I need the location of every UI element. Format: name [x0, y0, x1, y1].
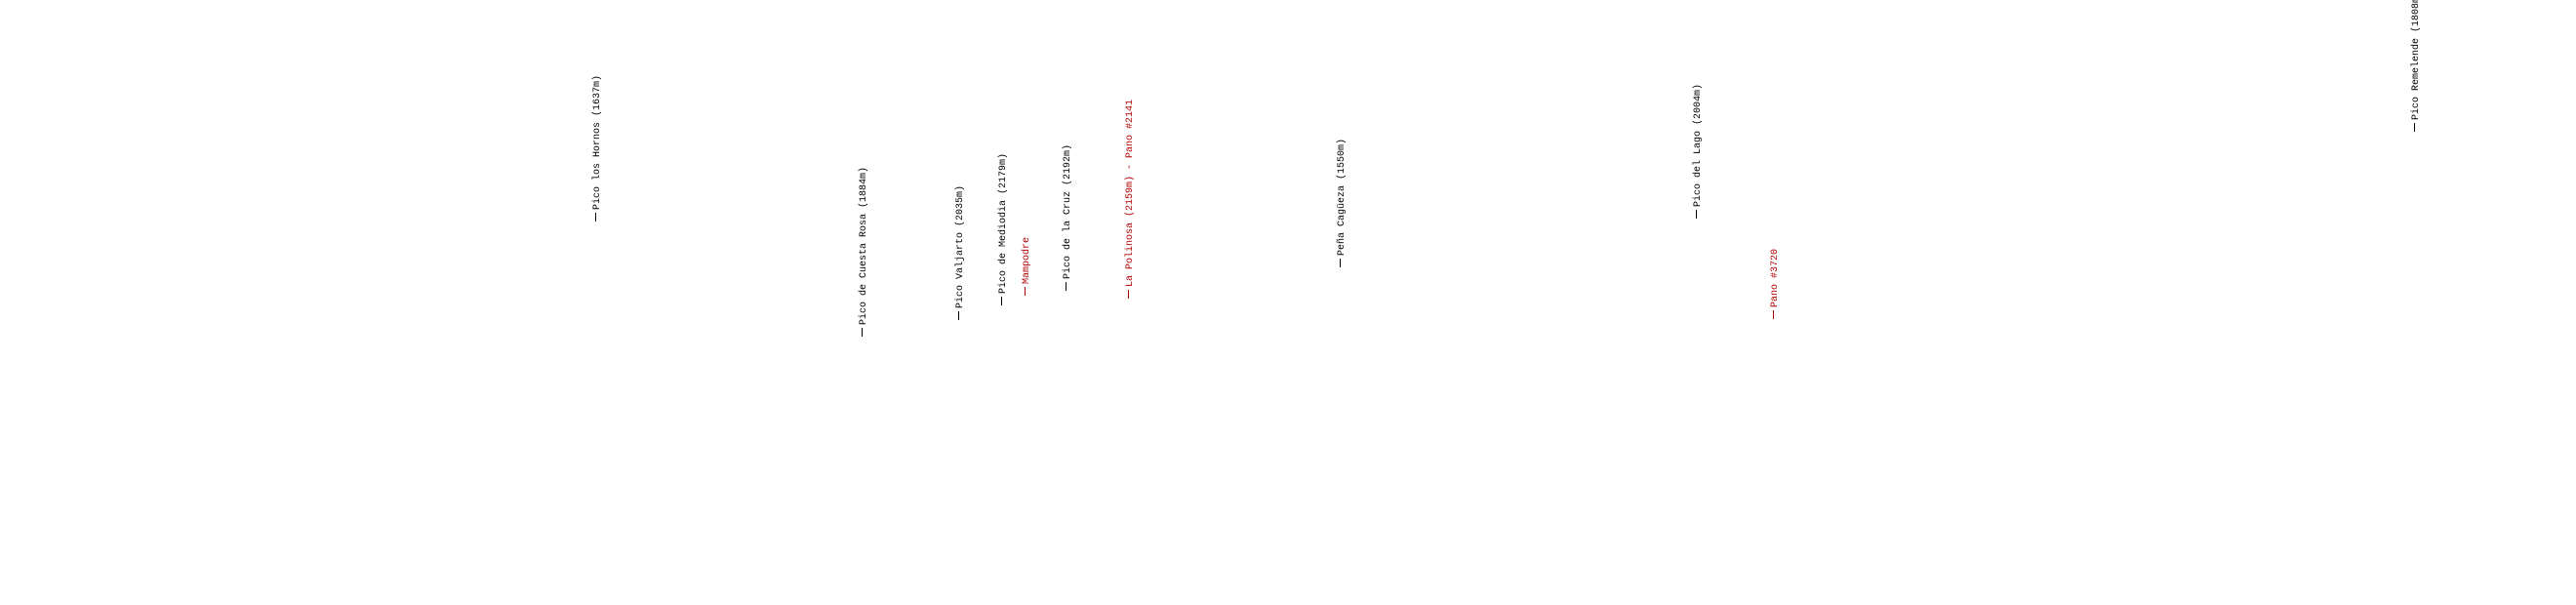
peak-label: Pico de Mediodia (2179m) — [998, 153, 1009, 305]
peak-label: La Polinosa (2159m) - Pano #2141 — [1125, 100, 1136, 299]
peak-label: Pico de Cuesta Rosa (1884m) — [859, 167, 869, 337]
peak-label: Pano #3720 — [1770, 249, 1781, 319]
peak-label: Pico del Lago (2004m) — [1693, 84, 1704, 219]
peak-label: Peña Cagüeza (1550m) — [1337, 139, 1348, 267]
peak-label: Pico Valjarto (2035m) — [955, 185, 966, 320]
peak-label: Mampodre — [1022, 237, 1032, 296]
peak-label: Pico Remelende (1808m) — [2411, 0, 2422, 132]
peak-label: Pico de la Cruz (2192m) — [1063, 144, 1073, 291]
peak-label: Pico los Hornos (1637m) — [592, 75, 603, 222]
